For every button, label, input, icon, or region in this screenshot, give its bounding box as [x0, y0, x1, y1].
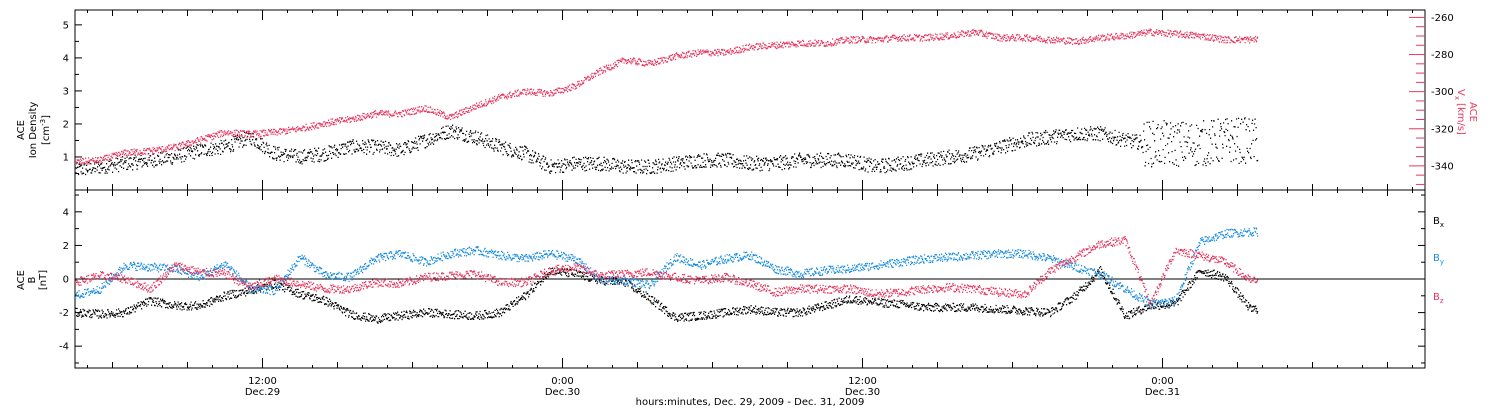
- day-tick-label: Dec.30: [845, 387, 880, 398]
- density-tick-label: 2: [63, 119, 69, 130]
- density-unit: [cm: [41, 126, 52, 145]
- density-tick-label: 4: [63, 53, 69, 64]
- legend-by-name: B: [1433, 253, 1440, 264]
- time-tick-label: 0:00: [1151, 376, 1173, 387]
- density-axis-ticks: 1 2 3 4 5: [63, 20, 82, 174]
- density-unit-sup: -3: [39, 119, 47, 126]
- b-label-line1: ACE: [16, 270, 27, 290]
- legend-bx-sub: x: [1440, 221, 1444, 229]
- vx-tick-label: -260: [1431, 13, 1454, 24]
- vx-axis-label: ACE Vx [km/s]: [1453, 89, 1478, 135]
- legend-bz: Bz: [1433, 292, 1444, 305]
- time-tick-label: 12:00: [848, 376, 877, 387]
- vx-unit: [km/s]: [1455, 103, 1466, 135]
- b-axis-label: ACE B [nT]: [16, 270, 49, 290]
- bz-series: [75, 235, 1259, 308]
- day-tick-label: Dec.29: [245, 387, 280, 398]
- vx-label-line2: Vx [km/s]: [1453, 89, 1466, 135]
- time-axis-ticks: 12:00Dec.290:00Dec.3012:00Dec.300:00Dec.…: [87, 10, 1413, 398]
- legend-bz-name: B: [1433, 292, 1440, 303]
- legend-bz-sub: z: [1440, 297, 1444, 305]
- b-label-line2: B: [27, 276, 38, 283]
- b-label-line3: [nT]: [38, 270, 49, 290]
- density-unit-close: ]: [41, 115, 52, 119]
- bottom-panel-points: [75, 227, 1259, 324]
- vx-tick-label: -320: [1431, 124, 1454, 135]
- density-tick-label: 3: [63, 86, 69, 97]
- x-axis-title: hours:minutes, Dec. 29, 2009 - Dec. 31, …: [636, 397, 865, 408]
- vx-label-line1: ACE: [1467, 102, 1478, 122]
- vx-tick-label: -340: [1431, 161, 1454, 172]
- legend-bx: Bx: [1433, 216, 1444, 229]
- density-label-line2: Ion Density: [28, 102, 39, 159]
- b-tick-label: 4: [63, 207, 69, 218]
- legend-by: By: [1433, 253, 1444, 266]
- vx-subscript: x: [1453, 96, 1461, 100]
- time-tick-label: 12:00: [248, 376, 277, 387]
- density-label-line1: ACE: [16, 120, 27, 140]
- vx-series: [75, 28, 1259, 165]
- time-tick-label: 0:00: [551, 376, 573, 387]
- density-label-line3: [cm-3]: [39, 115, 52, 145]
- density-tick-label: 5: [63, 20, 69, 31]
- vx-tick-label: -300: [1431, 87, 1454, 98]
- top-panel-points: [74, 24, 1500, 176]
- legend-by-sub: y: [1440, 258, 1444, 266]
- day-tick-label: Dec.31: [1145, 387, 1180, 398]
- density-series: [75, 117, 1259, 176]
- vx-symbol: V: [1455, 89, 1466, 96]
- density-axis-label: ACE Ion Density [cm-3]: [16, 102, 52, 159]
- legend-bx-name: B: [1433, 216, 1440, 227]
- density-tick-label: 1: [63, 152, 69, 163]
- vx-axis-ticks: -340 -320 -300 -280 -260: [1409, 13, 1454, 185]
- b-tick-label: 2: [63, 241, 69, 252]
- legend: Bx By Bz: [1433, 216, 1444, 305]
- bx-series: [75, 265, 1259, 324]
- vx-tick-label: -280: [1431, 50, 1454, 61]
- b-tick-label: 0: [63, 275, 69, 286]
- day-tick-label: Dec.30: [545, 387, 580, 398]
- by-series: [75, 227, 1259, 309]
- b-tick-label: -2: [59, 308, 69, 319]
- b-tick-label: -4: [59, 342, 69, 353]
